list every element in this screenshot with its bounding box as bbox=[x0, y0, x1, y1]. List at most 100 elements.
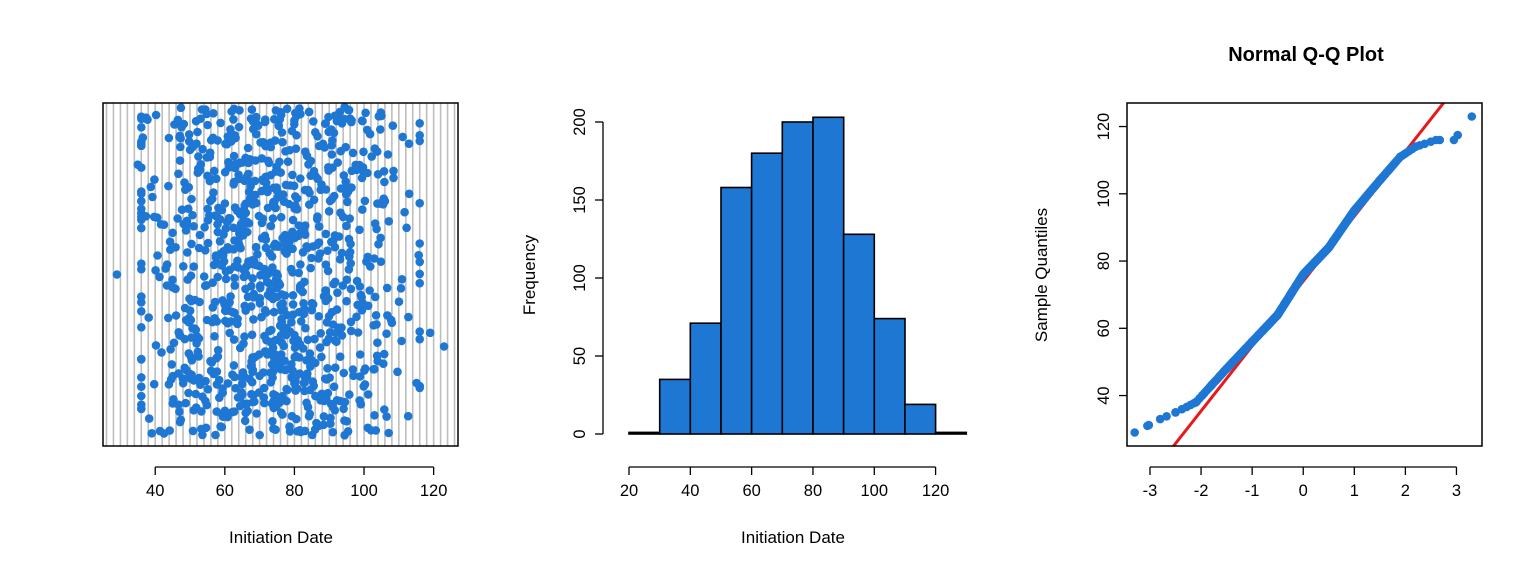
stripchart-point bbox=[221, 139, 230, 149]
stripchart-point bbox=[205, 148, 215, 157]
stripchart-point bbox=[275, 157, 284, 167]
stripchart-point bbox=[245, 425, 254, 435]
stripchart-point bbox=[382, 329, 391, 339]
stripchart-point bbox=[305, 349, 315, 358]
stripchart-point bbox=[168, 228, 177, 238]
stripchart-point bbox=[379, 167, 389, 176]
stripchart-point bbox=[240, 332, 249, 341]
stripchart-point bbox=[137, 187, 146, 196]
stripchart-point bbox=[248, 292, 258, 302]
stripchart-point bbox=[203, 120, 212, 130]
stripchart-point bbox=[253, 250, 262, 259]
stripchart-point bbox=[151, 341, 161, 350]
stripchart-point bbox=[179, 262, 188, 271]
stripchart-point bbox=[184, 313, 194, 323]
stripchart-point bbox=[137, 123, 146, 132]
stripchart-point bbox=[214, 203, 223, 213]
stripchart-point bbox=[266, 378, 276, 387]
stripchart-point bbox=[169, 395, 178, 404]
stripchart-point bbox=[257, 154, 267, 163]
stripchart-point bbox=[229, 223, 238, 233]
stripchart-point bbox=[251, 198, 261, 208]
stripchart-point bbox=[379, 349, 389, 359]
stripchart-point bbox=[389, 166, 398, 176]
stripchart-point bbox=[176, 103, 186, 113]
stripchart-point bbox=[330, 242, 340, 252]
histogram-bar bbox=[750, 152, 784, 435]
stripchart-point bbox=[261, 178, 271, 188]
stripchart-point bbox=[157, 348, 166, 357]
stripchart-point bbox=[242, 270, 251, 280]
histogram-bar bbox=[781, 121, 814, 435]
stripchart-x-tick-label: 100 bbox=[350, 482, 378, 500]
stripchart-point bbox=[273, 271, 283, 281]
stripchart-point bbox=[357, 306, 367, 315]
stripchart-point bbox=[269, 403, 279, 413]
stripchart-point bbox=[230, 131, 240, 140]
stripchart-point bbox=[257, 218, 267, 228]
stripchart-point bbox=[355, 372, 365, 381]
stripchart-point bbox=[336, 146, 346, 156]
stripchart-point bbox=[202, 400, 212, 410]
stripchart-point bbox=[299, 299, 308, 308]
stripchart-point bbox=[329, 128, 339, 138]
stripchart-point bbox=[175, 417, 185, 427]
stripchart-point bbox=[319, 420, 328, 430]
stripchart-point bbox=[260, 271, 270, 281]
stripchart-point bbox=[341, 182, 351, 192]
stripchart-point bbox=[224, 157, 233, 167]
stripchart-point bbox=[169, 338, 179, 348]
stripchart-point bbox=[415, 239, 425, 248]
stripchart-point bbox=[305, 385, 315, 395]
stripchart-point bbox=[248, 365, 258, 375]
stripchart-point bbox=[184, 388, 193, 398]
stripchart-point bbox=[170, 120, 179, 129]
stripchart-point bbox=[187, 333, 196, 342]
stripchart-point bbox=[229, 335, 239, 344]
histogram-panel: 20 40 60 80 100 120 0 50 100 150 200 Initiation D… bbox=[520, 108, 968, 547]
stripchart-point bbox=[305, 188, 314, 198]
stripchart-point bbox=[194, 352, 203, 361]
stripchart-point bbox=[415, 278, 425, 288]
stripchart-point bbox=[369, 321, 378, 330]
stripchart-point bbox=[321, 229, 331, 239]
stripchart-point bbox=[393, 367, 402, 377]
stripchart-point bbox=[345, 214, 355, 223]
stripchart-point bbox=[348, 365, 358, 374]
qq-y-tick-label: 80 bbox=[1095, 252, 1113, 270]
stripchart-point bbox=[213, 272, 222, 282]
stripchart-point bbox=[194, 164, 203, 173]
stripchart-point bbox=[202, 281, 211, 290]
histogram-bars bbox=[628, 116, 968, 435]
stripchart-point bbox=[291, 144, 301, 153]
qq-points bbox=[1130, 112, 1477, 437]
stripchart-point bbox=[164, 313, 173, 323]
stripchart-point bbox=[251, 260, 261, 270]
stripchart-point bbox=[268, 214, 278, 223]
stripchart-point bbox=[370, 219, 380, 228]
stripchart-point bbox=[213, 345, 223, 355]
histogram-y-axis: 0 50 100 150 200 bbox=[571, 108, 604, 439]
stripchart-point bbox=[168, 283, 178, 292]
stripchart-point bbox=[239, 399, 249, 409]
stripchart-point bbox=[333, 158, 343, 167]
stripchart-point bbox=[244, 158, 253, 168]
stripchart-point bbox=[261, 243, 271, 253]
stripchart-point bbox=[240, 416, 250, 426]
stripchart-point bbox=[220, 199, 230, 208]
stripchart-point bbox=[397, 336, 406, 346]
stripchart-point bbox=[319, 412, 329, 421]
histogram-x-tick-label: 100 bbox=[861, 482, 889, 500]
stripchart-point bbox=[352, 312, 361, 322]
stripchart-point bbox=[358, 205, 367, 214]
stripchart-point bbox=[266, 138, 275, 147]
qq-point bbox=[1222, 364, 1231, 374]
stripchart-point bbox=[184, 204, 193, 213]
stripchart-point bbox=[188, 210, 197, 220]
stripchart-point bbox=[382, 412, 391, 421]
qq-x-tick-label: 2 bbox=[1401, 482, 1410, 500]
stripchart-point bbox=[339, 404, 348, 414]
stripchart-point bbox=[184, 349, 194, 358]
stripchart-point bbox=[358, 298, 368, 308]
stripchart-point bbox=[314, 222, 324, 231]
